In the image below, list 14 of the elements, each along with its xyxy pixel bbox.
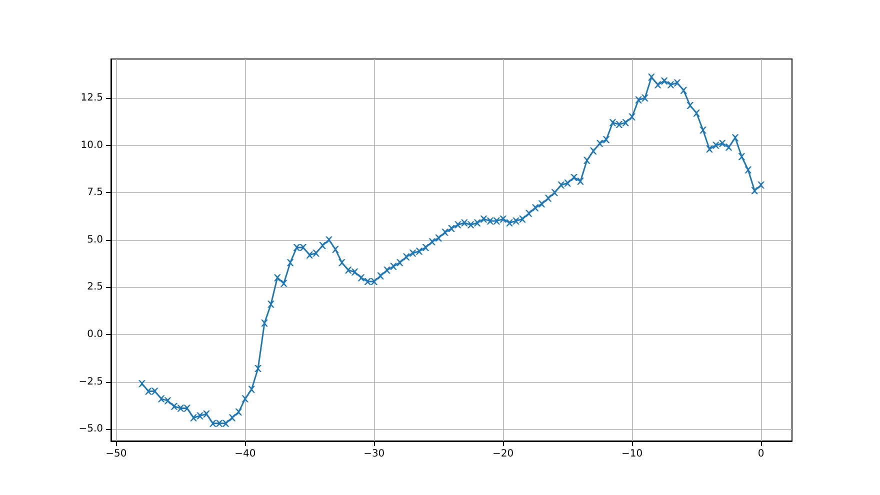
y-tick-label: 2.5 xyxy=(87,282,103,293)
x-tick-label: 0 xyxy=(758,448,764,460)
y-tick-label: 5.0 xyxy=(87,234,103,246)
y-tick-label: 10.0 xyxy=(80,140,103,151)
y-tick-label: 7.5 xyxy=(87,187,103,198)
x-tick-label: −40 xyxy=(234,448,256,460)
x-tick-label: −20 xyxy=(492,448,514,460)
y-tick-label: 0.0 xyxy=(87,328,103,340)
x-tick-label: −10 xyxy=(622,448,643,460)
y-tick-label: −2.5 xyxy=(78,376,103,388)
x-tick-label: −30 xyxy=(364,448,385,460)
y-tick-label: 12.5 xyxy=(80,92,103,104)
x-tick-label: −50 xyxy=(106,448,127,460)
y-tick-label: −5.0 xyxy=(78,424,103,435)
